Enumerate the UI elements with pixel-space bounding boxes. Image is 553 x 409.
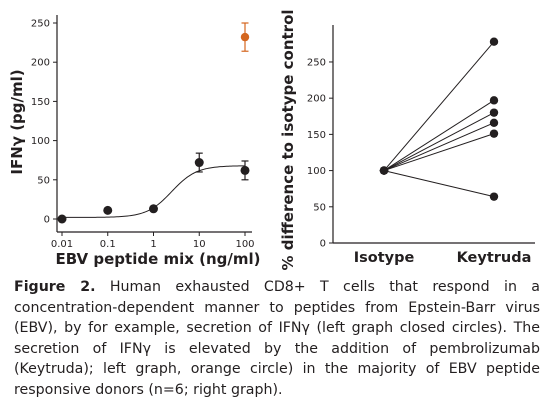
left-x-tick-label: 100 xyxy=(235,239,254,250)
category-label-isotype: Isotype xyxy=(354,250,415,266)
right-y-tick-label: 50 xyxy=(313,202,326,213)
left-y-tick-label: 200 xyxy=(31,58,50,69)
keytruda-point xyxy=(489,96,499,105)
keytruda-point xyxy=(489,118,499,127)
caption-text: Human exhausted CD8+ T cells that respon… xyxy=(14,279,540,398)
caption-label: Figure 2. xyxy=(14,279,96,295)
paired-line xyxy=(383,112,495,172)
left-x-tick-label: 0.1 xyxy=(100,239,116,250)
paired-line xyxy=(383,99,495,172)
data-point xyxy=(149,204,158,214)
left-y-tick-label: 100 xyxy=(31,136,50,147)
right-chart: % difference to isotype control 0 50 100 15… xyxy=(279,9,535,270)
isotype-point xyxy=(379,166,389,175)
keytruda-point xyxy=(489,129,499,138)
left-y-tick-label: 250 xyxy=(31,19,50,30)
right-y-tick-label: 250 xyxy=(307,57,326,68)
paired-line xyxy=(383,122,495,172)
keytruda-point xyxy=(489,108,499,117)
data-point xyxy=(57,214,67,224)
left-x-tick-label: 10 xyxy=(193,239,206,250)
left-x-axis-label: EBV peptide mix (ng/ml) xyxy=(55,250,260,268)
data-point xyxy=(240,165,250,175)
right-y-tick-label: 150 xyxy=(307,130,326,141)
data-point xyxy=(103,205,113,215)
keytruda-point xyxy=(240,32,250,42)
figure-caption: Figure 2. Human exhausted CD8+ T cells t… xyxy=(14,277,540,400)
paired-line xyxy=(383,170,495,198)
keytruda-point xyxy=(489,192,499,201)
left-chart: IFNγ (pg/ml) EBV peptide mix (ng/ml) 0 50… xyxy=(8,15,261,268)
right-y-tick-label: 200 xyxy=(307,94,326,105)
data-point xyxy=(194,158,204,168)
left-y-tick-label: 150 xyxy=(31,97,50,108)
category-label-keytruda: Keytruda xyxy=(457,250,532,266)
left-x-tick-label: 1 xyxy=(150,239,156,250)
right-y-axis-label: % difference to isotype control xyxy=(279,9,297,270)
left-y-tick-label: 50 xyxy=(37,175,50,186)
left-x-tick-label: 0.01 xyxy=(51,239,73,250)
paired-line xyxy=(383,133,495,172)
right-y-tick-label: 0 xyxy=(320,239,326,250)
left-y-axis-label: IFNγ (pg/ml) xyxy=(8,69,26,174)
figure: IFNγ (pg/ml) EBV peptide mix (ng/ml) 0 50… xyxy=(8,9,535,270)
right-y-tick-label: 100 xyxy=(307,166,326,177)
paired-line xyxy=(383,41,495,171)
keytruda-point xyxy=(489,37,499,46)
left-y-tick-label: 0 xyxy=(44,215,50,226)
